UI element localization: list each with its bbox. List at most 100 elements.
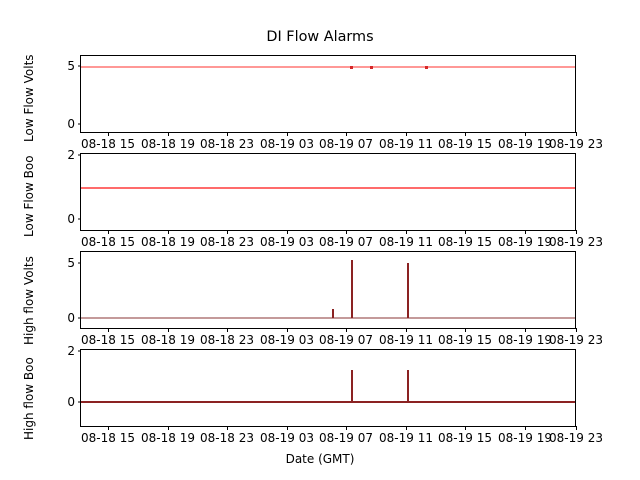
x-tick-mark: [525, 328, 526, 332]
subplot-high-flow-volts: 5 0 08-18 15 08-18 19 08-18 23 08-19 03 …: [67, 251, 603, 347]
plot-area-high-flow-volts: [81, 252, 575, 328]
data-spike: [351, 260, 353, 318]
data-spike: [407, 370, 409, 402]
y-tick-label: 0: [67, 117, 75, 131]
x-tick-label: 08-19 11: [379, 333, 433, 347]
y-axis-label-high-flow-boo: High flow Boo: [22, 357, 36, 440]
x-tick-label: 08-19 07: [319, 137, 373, 151]
x-tick-label: 08-18 15: [81, 235, 135, 249]
x-tick-mark: [346, 328, 347, 332]
x-tick-label: 08-19 23: [549, 137, 603, 151]
x-tick-label: 08-18 19: [141, 137, 195, 151]
x-tick-mark: [346, 230, 347, 234]
y-tick-mark: [77, 350, 81, 352]
y-axis-label-high-flow-volts: High flow Volts: [22, 256, 36, 345]
y-tick-mark: [77, 218, 81, 220]
data-spike: [351, 370, 353, 402]
x-tick-mark: [525, 132, 526, 136]
y-tick-label: 0: [67, 212, 75, 226]
x-tick-mark: [108, 132, 109, 136]
x-tick-mark: [287, 230, 288, 234]
data-point: [350, 65, 353, 69]
x-tick-mark: [227, 328, 228, 332]
plot-area-high-flow-boo: [81, 350, 575, 426]
x-tick-label: 08-19 19: [498, 137, 552, 151]
x-tick-label: 08-19 23: [549, 431, 603, 445]
x-tick-mark: [168, 426, 169, 430]
x-tick-label: 08-19 07: [319, 431, 373, 445]
x-tick-mark: [227, 426, 228, 430]
x-tick-mark: [287, 132, 288, 136]
y-tick-label: 5: [67, 256, 75, 270]
x-tick-label: 08-19 07: [319, 235, 373, 249]
x-tick-mark: [227, 132, 228, 136]
x-tick-label: 08-19 15: [438, 235, 492, 249]
x-tick-label: 08-19 15: [438, 333, 492, 347]
x-tick-label: 08-18 23: [200, 137, 254, 151]
x-tick-mark: [465, 328, 466, 332]
x-tick-mark: [227, 230, 228, 234]
x-tick-mark: [168, 328, 169, 332]
plot-area-low-flow-volts: [81, 56, 575, 132]
series-line-low-flow-volts: [81, 66, 575, 68]
x-tick-label: 08-19 11: [379, 137, 433, 151]
x-tick-label: 08-18 19: [141, 333, 195, 347]
x-tick-label: 08-19 19: [498, 431, 552, 445]
x-tick-label: 08-18 15: [81, 333, 135, 347]
data-point: [370, 65, 373, 69]
x-tick-label: 08-19 03: [260, 137, 314, 151]
y-tick-label: 0: [67, 395, 75, 409]
x-tick-mark: [465, 132, 466, 136]
x-tick-mark: [108, 426, 109, 430]
x-tick-label: 08-19 07: [319, 333, 373, 347]
y-tick-mark: [77, 317, 81, 319]
x-tick-mark: [576, 132, 577, 136]
x-tick-mark: [465, 230, 466, 234]
x-tick-label: 08-18 19: [141, 431, 195, 445]
x-tick-label: 08-19 19: [498, 333, 552, 347]
data-spike: [407, 263, 409, 318]
y-tick-mark: [77, 262, 81, 264]
y-tick-label: 0: [67, 311, 75, 325]
y-tick-label: 2: [67, 148, 75, 162]
x-tick-mark: [406, 132, 407, 136]
x-tick-label: 08-19 03: [260, 431, 314, 445]
x-tick-mark: [406, 230, 407, 234]
x-tick-label: 08-19 19: [498, 235, 552, 249]
y-tick-mark: [77, 123, 81, 125]
x-tick-mark: [287, 328, 288, 332]
x-tick-mark: [576, 230, 577, 234]
x-tick-label: 08-19 15: [438, 137, 492, 151]
x-tick-label: 08-19 11: [379, 235, 433, 249]
y-tick-mark: [77, 65, 81, 67]
x-tick-mark: [108, 230, 109, 234]
x-tick-mark: [525, 426, 526, 430]
x-tick-label: 08-19 03: [260, 235, 314, 249]
x-tick-mark: [576, 426, 577, 430]
data-point: [425, 65, 428, 69]
x-tick-mark: [346, 132, 347, 136]
chart-title: DI Flow Alarms: [266, 29, 374, 45]
x-tick-label: 08-18 23: [200, 431, 254, 445]
y-tick-label: 2: [67, 344, 75, 358]
series-line-high-flow-boo: [81, 401, 575, 403]
x-tick-label: 08-19 23: [549, 333, 603, 347]
x-tick-label: 08-19 23: [549, 235, 603, 249]
data-spike: [332, 309, 334, 318]
x-tick-label: 08-19 11: [379, 431, 433, 445]
x-axis-label: Date (GMT): [285, 452, 355, 466]
series-line-high-flow-volts: [81, 317, 575, 319]
subplot-low-flow-volts: 5 0 08-18 15 08-18 19 08-18 23 08-19 03 …: [67, 55, 603, 151]
y-tick-label: 5: [67, 59, 75, 73]
x-tick-mark: [406, 328, 407, 332]
x-tick-mark: [108, 328, 109, 332]
y-tick-mark: [77, 154, 81, 156]
x-tick-mark: [287, 426, 288, 430]
series-line-low-flow-boo: [81, 187, 575, 189]
x-tick-label: 08-19 15: [438, 431, 492, 445]
y-tick-mark: [77, 401, 81, 403]
x-tick-label: 08-18 23: [200, 235, 254, 249]
x-tick-mark: [168, 132, 169, 136]
x-tick-label: 08-19 03: [260, 333, 314, 347]
